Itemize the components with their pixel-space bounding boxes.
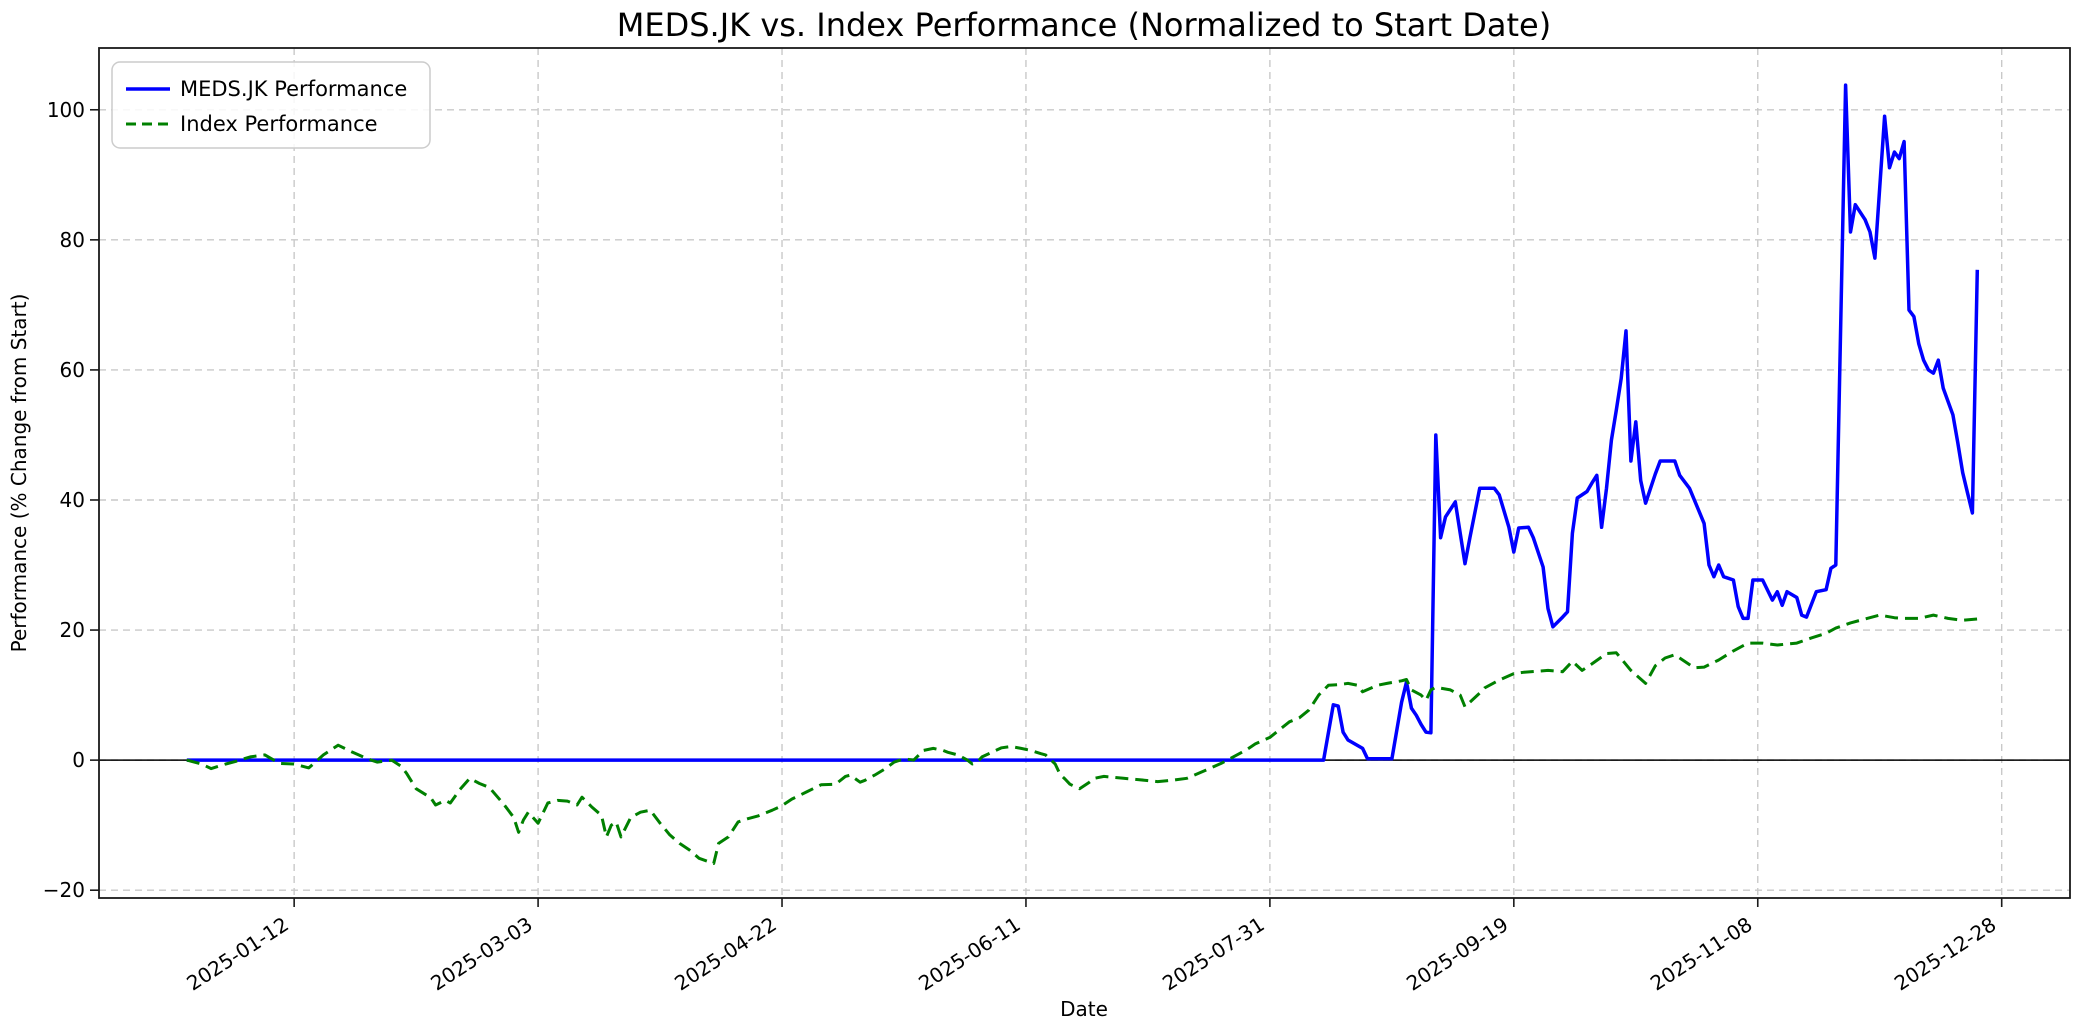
series-layer [186,83,1980,865]
x-tick-label: 2025-01-12 [182,912,293,995]
x-tick-label: 2025-12-28 [1890,912,2001,995]
legend-meds-label: MEDS.JK Performance [180,77,407,101]
x-tick-label: 2025-07-31 [1158,912,1269,995]
grid-lines [99,48,2070,898]
meds-series-line [186,83,1980,762]
index-series-line [186,613,1978,865]
y-tick-label: 100 [47,98,85,122]
chart-title: MEDS.JK vs. Index Performance (Normalize… [617,6,1551,44]
x-tick-label: 2025-11-08 [1646,912,1757,995]
x-tick-label: 2025-03-03 [426,912,537,995]
legend-index-label: Index Performance [180,112,378,136]
y-tick-label: −20 [43,878,85,902]
plot-frame [98,47,2071,899]
y-tick-label: 40 [60,488,85,512]
x-tick-label: 2025-09-19 [1402,912,1513,995]
y-tick-label: 80 [60,228,85,252]
x-tick-label: 2025-04-22 [670,912,781,995]
legend: MEDS.JK Performance Index Performance [111,61,431,149]
x-tick-label: 2025-06-11 [914,912,1025,995]
y-axis-label: Performance (% Change from Start) [7,294,31,653]
y-tick-label: 0 [72,748,85,772]
y-tick-label: 20 [60,618,85,642]
x-axis-label: Date [1060,997,1108,1021]
y-tick-label: 60 [60,358,85,382]
legend-box [111,61,431,149]
